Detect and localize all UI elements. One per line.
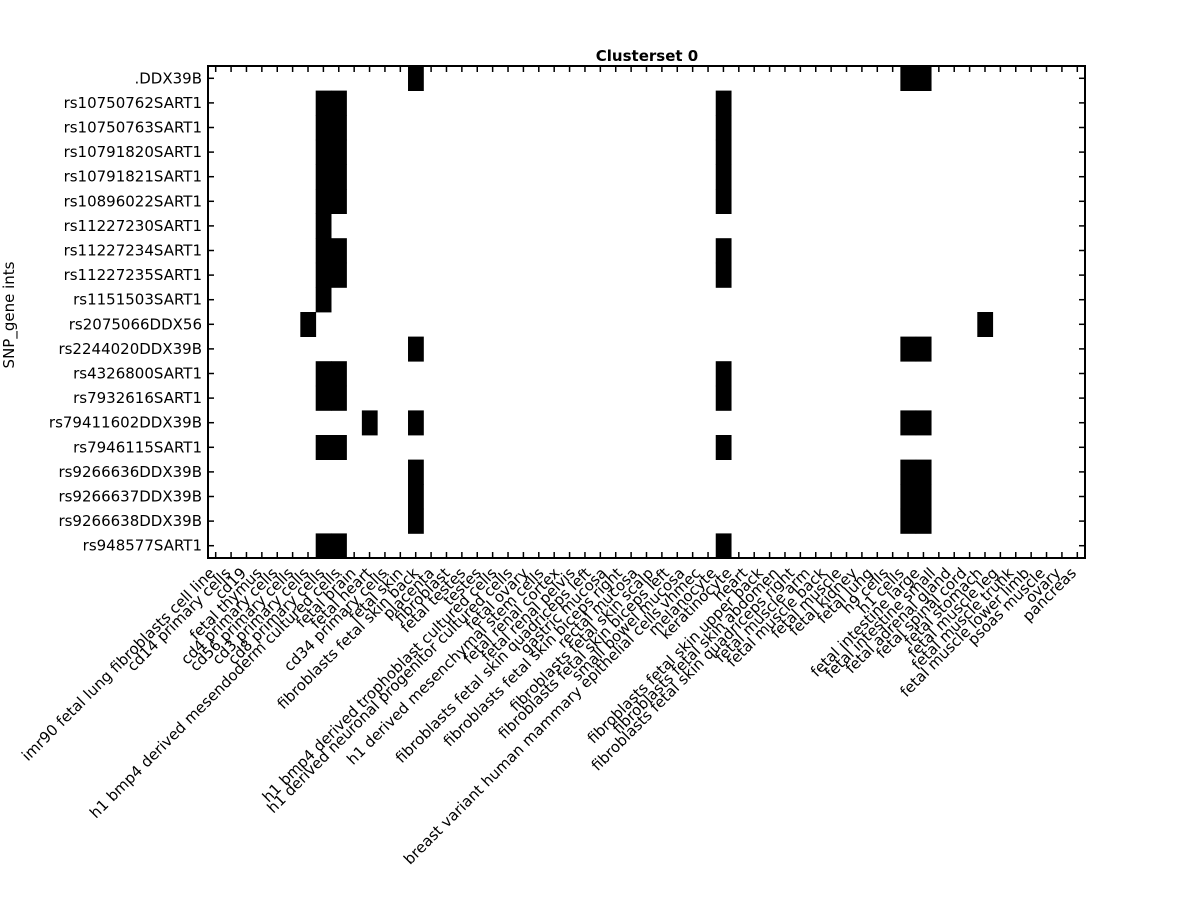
heatmap-cell: [715, 435, 732, 460]
plot-frame: [207, 65, 1086, 559]
heatmap-cell: [315, 262, 332, 288]
heatmap-cell: [915, 484, 932, 510]
chart-title: Clusterset 0: [596, 47, 698, 65]
y-tick-label: rs79411602DDX39B: [49, 414, 202, 432]
heatmap-cell: [715, 164, 732, 190]
y-tick-label: rs11227235SART1: [64, 266, 202, 284]
heatmap-cell: [915, 508, 932, 534]
heatmap-cells: [300, 66, 994, 559]
heatmap-cell: [331, 164, 347, 190]
heatmap-cell: [331, 262, 347, 288]
heatmap-cell: [315, 164, 332, 190]
y-tick-label: rs2075066DDX56: [69, 315, 202, 333]
heatmap-cell: [715, 115, 732, 141]
heatmap-cell: [715, 361, 732, 387]
heatmap-cell: [915, 336, 932, 362]
heatmap-cell: [331, 139, 347, 165]
heatmap-cell: [331, 533, 347, 559]
y-tick-label: rs7946115SART1: [73, 438, 202, 456]
y-tick-label: rs9266638DDX39B: [58, 512, 202, 530]
y-tick-label: rs9266637DDX39B: [58, 488, 202, 506]
y-tick-label: rs9266636DDX39B: [58, 463, 202, 481]
heatmap-cell: [408, 410, 424, 436]
y-tick-label: rs4326800SART1: [73, 365, 202, 383]
heatmap-cell: [315, 435, 332, 460]
heatmap-cell: [300, 312, 317, 337]
y-tick-label: rs10750763SART1: [64, 119, 202, 137]
y-tick-label: rs948577SART1: [83, 537, 202, 555]
heatmap-cell: [315, 115, 332, 141]
heatmap-cell: [915, 459, 932, 485]
heatmap-cell: [408, 508, 424, 534]
y-tick-label: rs10750762SART1: [64, 94, 202, 112]
heatmap-cell: [900, 508, 917, 534]
heatmap-cell: [900, 410, 917, 436]
heatmap-cell: [408, 336, 424, 362]
heatmap-cell: [715, 533, 732, 559]
heatmap-cell: [715, 189, 732, 214]
heatmap-cell: [331, 385, 347, 411]
heatmap-cell: [977, 312, 994, 337]
y-tick-label: rs1151503SART1: [73, 291, 202, 309]
heatmap-cell: [315, 139, 332, 165]
heatmap-cell: [715, 262, 732, 288]
heatmap-cell: [331, 90, 347, 116]
heatmap-cell: [915, 66, 932, 91]
heatmap-cell: [331, 361, 347, 387]
x-tick-labels: imr90 fetal lung fibroblasts cell linecd…: [18, 564, 1080, 868]
heatmap-cell: [715, 385, 732, 411]
y-tick-label: rs10791820SART1: [64, 143, 202, 161]
y-tick-label: rs10896022SART1: [64, 192, 202, 210]
heatmap-cell: [315, 213, 332, 239]
heatmap-cell: [331, 115, 347, 141]
heatmap-cell: [408, 484, 424, 510]
heatmap-cell: [361, 410, 378, 436]
heatmap-cell: [408, 66, 424, 91]
heatmap-cell: [900, 66, 917, 91]
heatmap-cell: [915, 410, 932, 436]
y-tick-labels: .DDX39B rs10750762SART1 rs10750763SART1 rs1…: [49, 69, 202, 554]
heatmap-cell: [315, 189, 332, 214]
y-axis-label: SNP_gene ints: [0, 261, 19, 368]
heatmap-cell: [315, 385, 332, 411]
y-tick-label: rs11227234SART1: [64, 242, 202, 260]
heatmap-cell: [331, 238, 347, 264]
heatmap-cell: [315, 90, 332, 116]
heatmap-cell: [900, 336, 917, 362]
heatmap-cell: [331, 435, 347, 460]
heatmap-cell: [715, 139, 732, 165]
heatmap-cell: [331, 189, 347, 214]
heatmap-cell: [900, 459, 917, 485]
heatmap-cell: [715, 238, 732, 264]
y-tick-label: rs11227230SART1: [64, 217, 202, 235]
y-tick-label: .DDX39B: [134, 69, 202, 87]
heatmap-cell: [315, 238, 332, 264]
y-tick-label: rs2244020DDX39B: [58, 340, 202, 358]
heatmap-cell: [315, 533, 332, 559]
y-tick-label: rs10791821SART1: [64, 168, 202, 186]
heatmap-cell: [900, 484, 917, 510]
y-tick-label: rs7932616SART1: [73, 389, 202, 407]
heatmap-cell: [408, 459, 424, 485]
heatmap-cell: [715, 90, 732, 116]
heatmap-cell: [315, 287, 332, 313]
heatmap-cell: [315, 361, 332, 387]
